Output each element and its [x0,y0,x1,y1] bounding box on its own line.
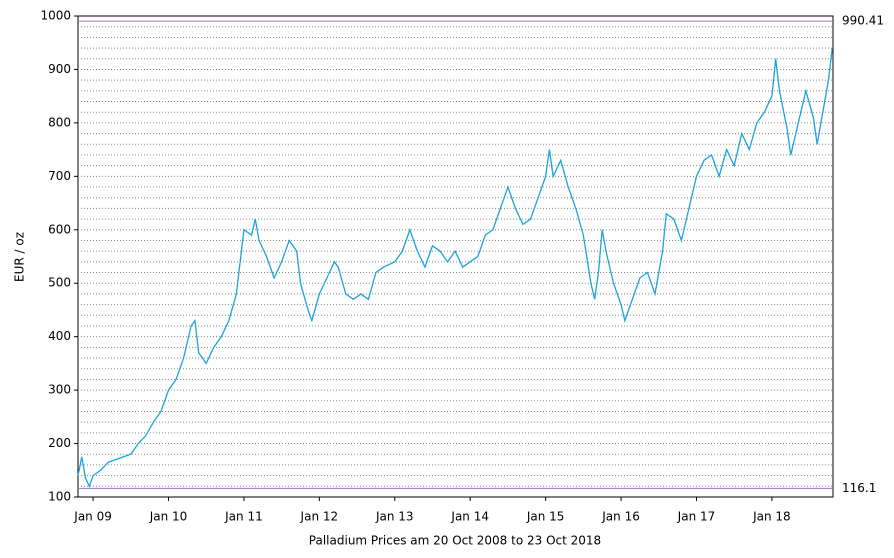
x-tick-label: Jan 17 [677,510,716,524]
reference-label: 116.1 [842,481,876,495]
x-tick-label: Jan 12 [300,510,339,524]
y-tick-label: 700 [48,169,71,183]
x-tick-label: Jan 14 [450,510,489,524]
y-tick-label: 800 [48,115,71,129]
reference-label: 990.41 [842,14,884,28]
y-tick-label: 600 [48,222,71,236]
y-tick-label: 300 [48,383,71,397]
x-tick-label: Jan 09 [73,510,112,524]
x-tick-label: Jan 18 [752,510,791,524]
y-tick-label: 900 [48,62,71,76]
x-tick-label: Jan 15 [526,510,565,524]
plot-frame [77,15,834,498]
x-tick-label: Jan 13 [375,510,414,524]
y-axis-label: EUR / oz [13,232,27,282]
y-tick-label: 200 [48,436,71,450]
x-tick-label: Jan 11 [224,510,263,524]
y-tick-label: 100 [48,490,71,504]
x-tick-label: Jan 16 [601,510,640,524]
y-tick-label: 500 [48,276,71,290]
x-axis-label: Palladium Prices am 20 Oct 2008 to 23 Oc… [309,534,601,548]
x-tick-label: Jan 10 [149,510,188,524]
y-tick-label: 1000 [40,9,71,23]
y-tick-label: 400 [48,329,71,343]
price-line [77,47,833,489]
